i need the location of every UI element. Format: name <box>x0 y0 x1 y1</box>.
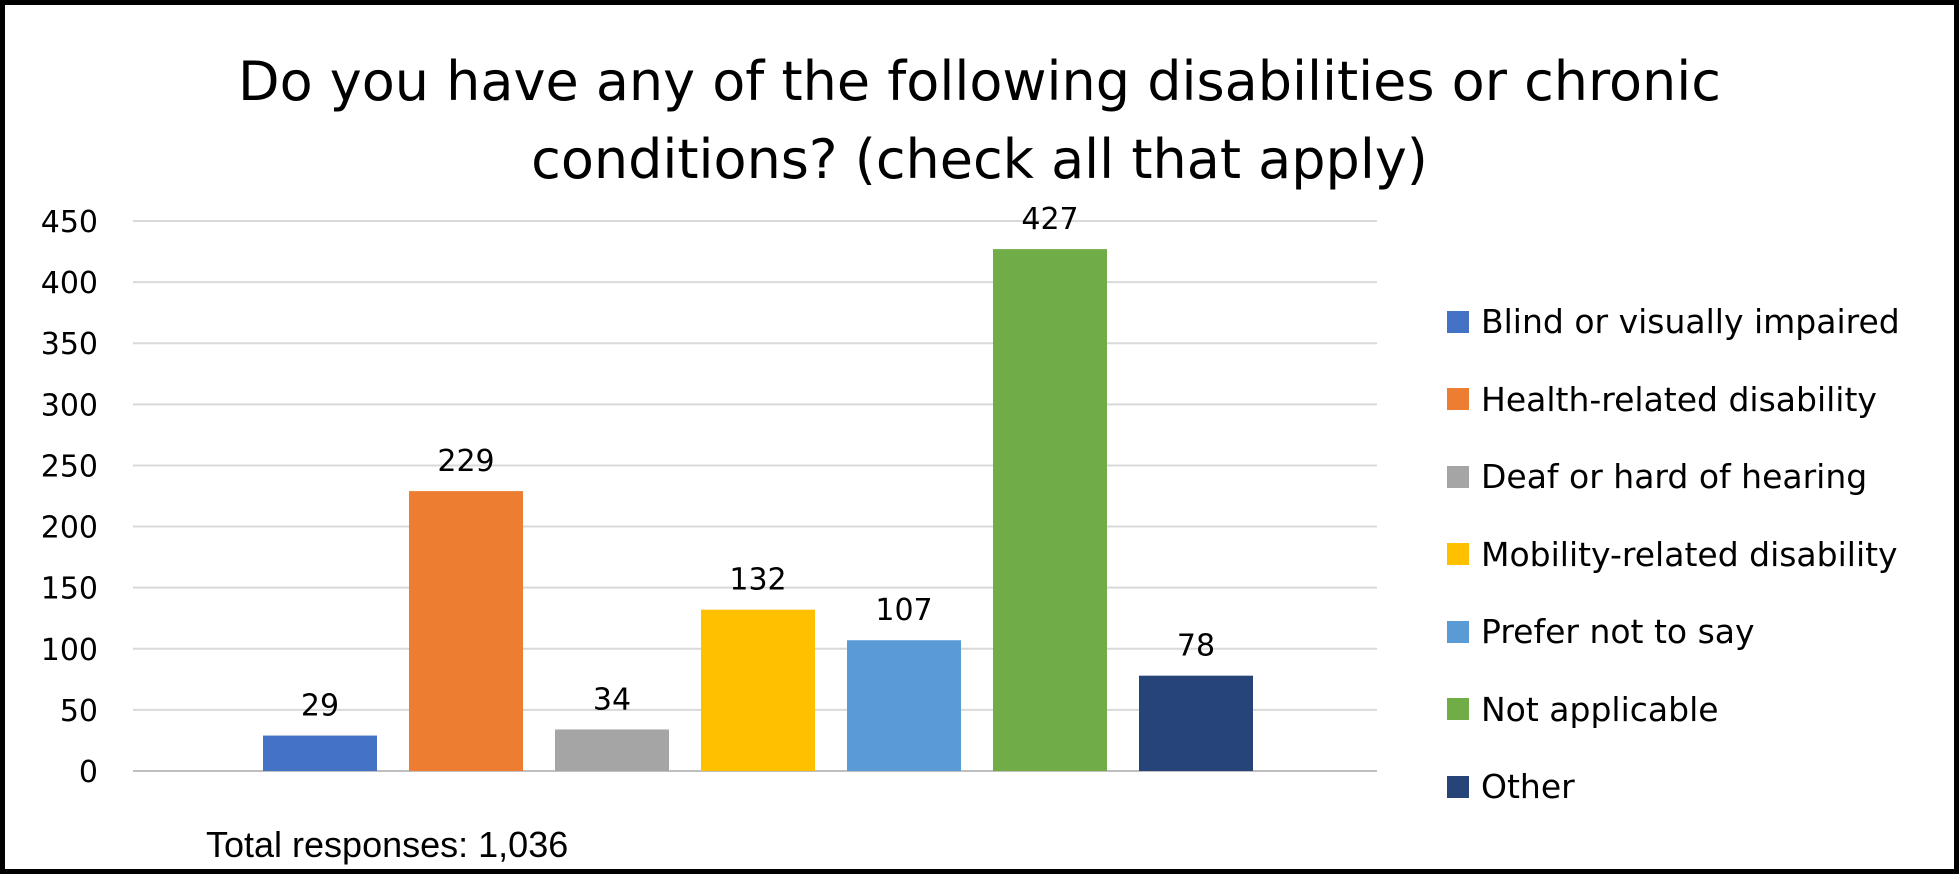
data-label: 427 <box>1021 202 1078 237</box>
legend-swatch <box>1447 543 1469 566</box>
legend-swatch <box>1447 620 1469 643</box>
y-tick-label: 450 <box>41 205 98 240</box>
legend-label: Other <box>1481 767 1575 807</box>
bar <box>555 729 669 771</box>
legend-label: Health-related disability <box>1481 379 1877 419</box>
legend-label: Prefer not to say <box>1481 612 1755 652</box>
y-tick-label: 250 <box>41 449 98 484</box>
y-axis-ticks: 0 50 100 150 200 250 300 350 400 450 <box>41 205 98 790</box>
legend-label: Mobility-related disability <box>1481 534 1898 574</box>
legend-item-mobility: Mobility-related disability <box>1447 516 1947 594</box>
data-label: 132 <box>729 563 786 598</box>
bar <box>847 640 961 771</box>
y-tick-label: 200 <box>41 511 98 546</box>
y-tick-label: 0 <box>79 755 98 790</box>
bar <box>1139 675 1253 771</box>
data-label: 34 <box>593 682 631 717</box>
legend-item-blind: Blind or visually impaired <box>1447 283 1947 361</box>
bar <box>701 609 815 771</box>
legend-label: Not applicable <box>1481 689 1719 729</box>
bar <box>409 491 523 771</box>
y-tick-label: 50 <box>60 694 98 729</box>
bar <box>263 735 377 771</box>
legend: Blind or visually impaired Health-relate… <box>1447 283 1947 826</box>
legend-item-not-applicable: Not applicable <box>1447 671 1947 749</box>
data-label: 78 <box>1177 629 1215 664</box>
legend-item-health: Health-related disability <box>1447 361 1947 439</box>
legend-swatch <box>1447 775 1469 798</box>
y-tick-label: 150 <box>41 572 98 607</box>
legend-swatch <box>1447 698 1469 721</box>
chart-title-line-2: conditions? (check all that apply) <box>531 128 1428 191</box>
bars <box>263 249 1253 772</box>
legend-swatch <box>1447 388 1469 411</box>
legend-label: Blind or visually impaired <box>1481 302 1900 342</box>
legend-label: Deaf or hard of hearing <box>1481 457 1868 497</box>
legend-swatch <box>1447 465 1469 488</box>
bar <box>993 249 1107 772</box>
bar-chart: 0 50 100 150 200 250 300 350 400 450 29 229 34 132 10… <box>41 202 1377 790</box>
total-responses-note: Total responses: 1,036 <box>206 824 569 865</box>
chart-title: Do you have any of the following disabil… <box>5 43 1954 199</box>
y-tick-label: 300 <box>41 388 98 423</box>
data-labels: 29 229 34 132 107 427 78 <box>301 202 1215 723</box>
legend-item-other: Other <box>1447 748 1947 826</box>
legend-item-deaf: Deaf or hard of hearing <box>1447 438 1947 516</box>
data-label: 229 <box>437 444 494 479</box>
y-tick-label: 350 <box>41 327 98 362</box>
legend-swatch <box>1447 310 1469 333</box>
y-tick-label: 100 <box>41 633 98 668</box>
data-label: 29 <box>301 689 339 724</box>
chart-title-line-1: Do you have any of the following disabil… <box>238 50 1721 113</box>
data-label: 107 <box>875 593 932 628</box>
y-tick-label: 400 <box>41 266 98 301</box>
legend-item-prefer-not: Prefer not to say <box>1447 593 1947 671</box>
